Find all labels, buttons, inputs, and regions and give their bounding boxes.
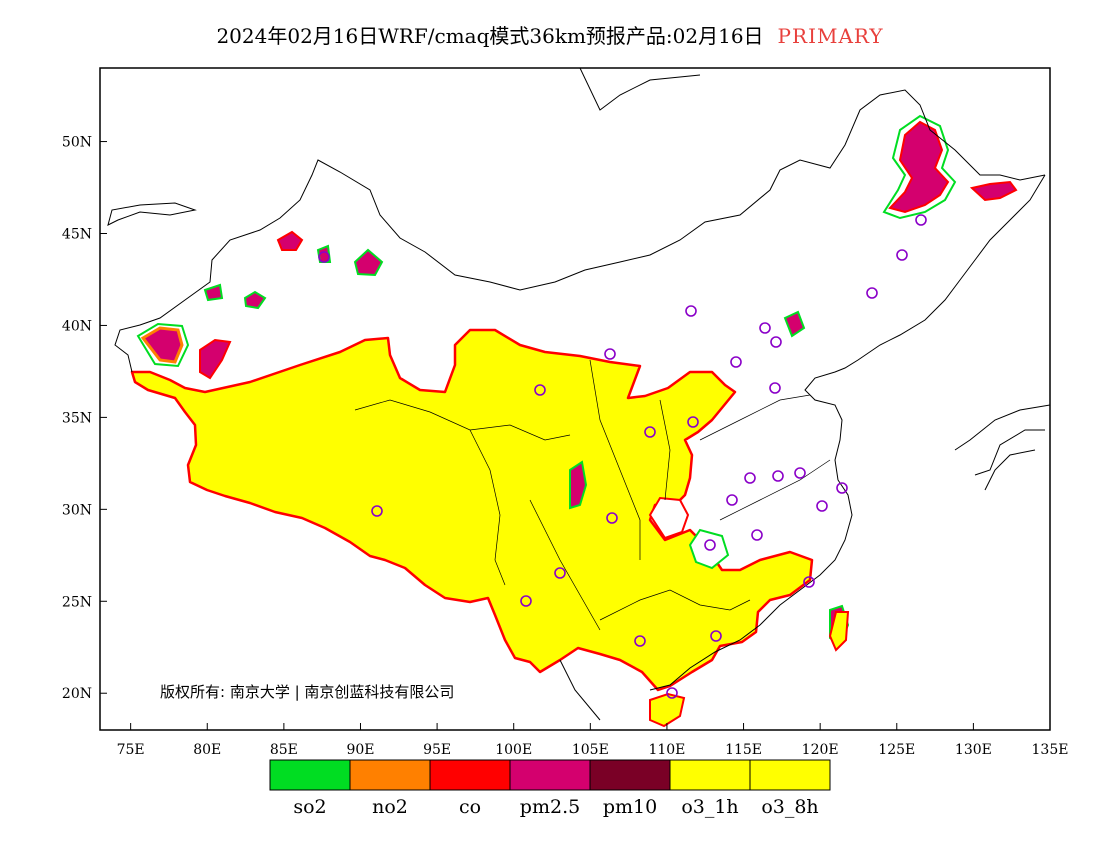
lat-tick-label: 45N (62, 227, 92, 243)
map-title: 2024年02月16日WRF/cmaq模式36km预报产品:02月16日 PRIM… (0, 20, 1100, 49)
lon-tick-label: 105E (572, 742, 609, 758)
province-lines (354, 359, 831, 631)
lat-tick-label: 50N (62, 135, 92, 151)
title-primary-tag: PRIMARY (777, 24, 884, 48)
borders (107, 68, 1050, 721)
legend-label: pm10 (603, 796, 657, 818)
legend-label: no2 (372, 796, 408, 818)
o3-region (130, 328, 814, 692)
lon-tick-label: 85E (270, 742, 298, 758)
legend-label: so2 (293, 796, 326, 818)
legend-swatch (509, 759, 591, 791)
legend-label: o3_8h (761, 796, 818, 818)
lon-tick-label: 115E (725, 742, 762, 758)
lat-tick-label: 30N (62, 502, 92, 518)
lon-tick-label: 75E (117, 742, 145, 758)
lat-tick-label: 25N (62, 594, 92, 610)
lon-tick-label: 120E (802, 742, 839, 758)
legend-swatch (749, 759, 831, 791)
lat-axis: 20N 25N 30N 35N 40N 45N 50N (62, 135, 107, 702)
map-content (107, 68, 1050, 728)
lat-tick-label: 35N (62, 410, 92, 426)
lon-tick-label: 95E (423, 742, 451, 758)
lon-tick-label: 130E (955, 742, 992, 758)
lon-tick-label: 80E (193, 742, 221, 758)
clean-area-hunan (688, 528, 730, 570)
copyright-text: 版权所有: 南京大学 | 南京创蓝科技有限公司 (160, 683, 454, 701)
lon-tick-label: 110E (648, 742, 685, 758)
legend-swatch (589, 759, 671, 791)
lat-tick-label: 40N (62, 318, 92, 334)
legend-swatch (349, 759, 431, 791)
lon-axis: 75E 80E 85E 90E 95E 100E 105E 110E 115E 120E 125E 1… (117, 723, 1069, 758)
lon-tick-label: 90E (346, 742, 374, 758)
legend-label: co (459, 796, 481, 818)
legend-swatch (429, 759, 511, 791)
legend-label: o3_1h (681, 796, 738, 818)
legend: so2 no2 co pm2.5 pm10 o3_1h o3_8h (269, 759, 831, 818)
hainan-region (649, 692, 686, 728)
taiwan-region (828, 611, 850, 652)
clean-area-east (648, 496, 690, 540)
legend-swatch (669, 759, 751, 791)
monitoring-stations (318, 214, 927, 699)
lon-tick-label: 135E (1032, 742, 1069, 758)
title-main: 2024年02月16日WRF/cmaq模式36km预报产品:02月16日 (216, 24, 764, 48)
legend-swatch (269, 759, 351, 791)
legend-label: pm2.5 (520, 796, 580, 818)
lon-tick-label: 100E (495, 742, 532, 758)
lon-tick-label: 125E (878, 742, 915, 758)
hotspots-pm25 (136, 114, 1018, 647)
lat-tick-label: 20N (62, 686, 92, 702)
map-frame (99, 67, 1051, 731)
